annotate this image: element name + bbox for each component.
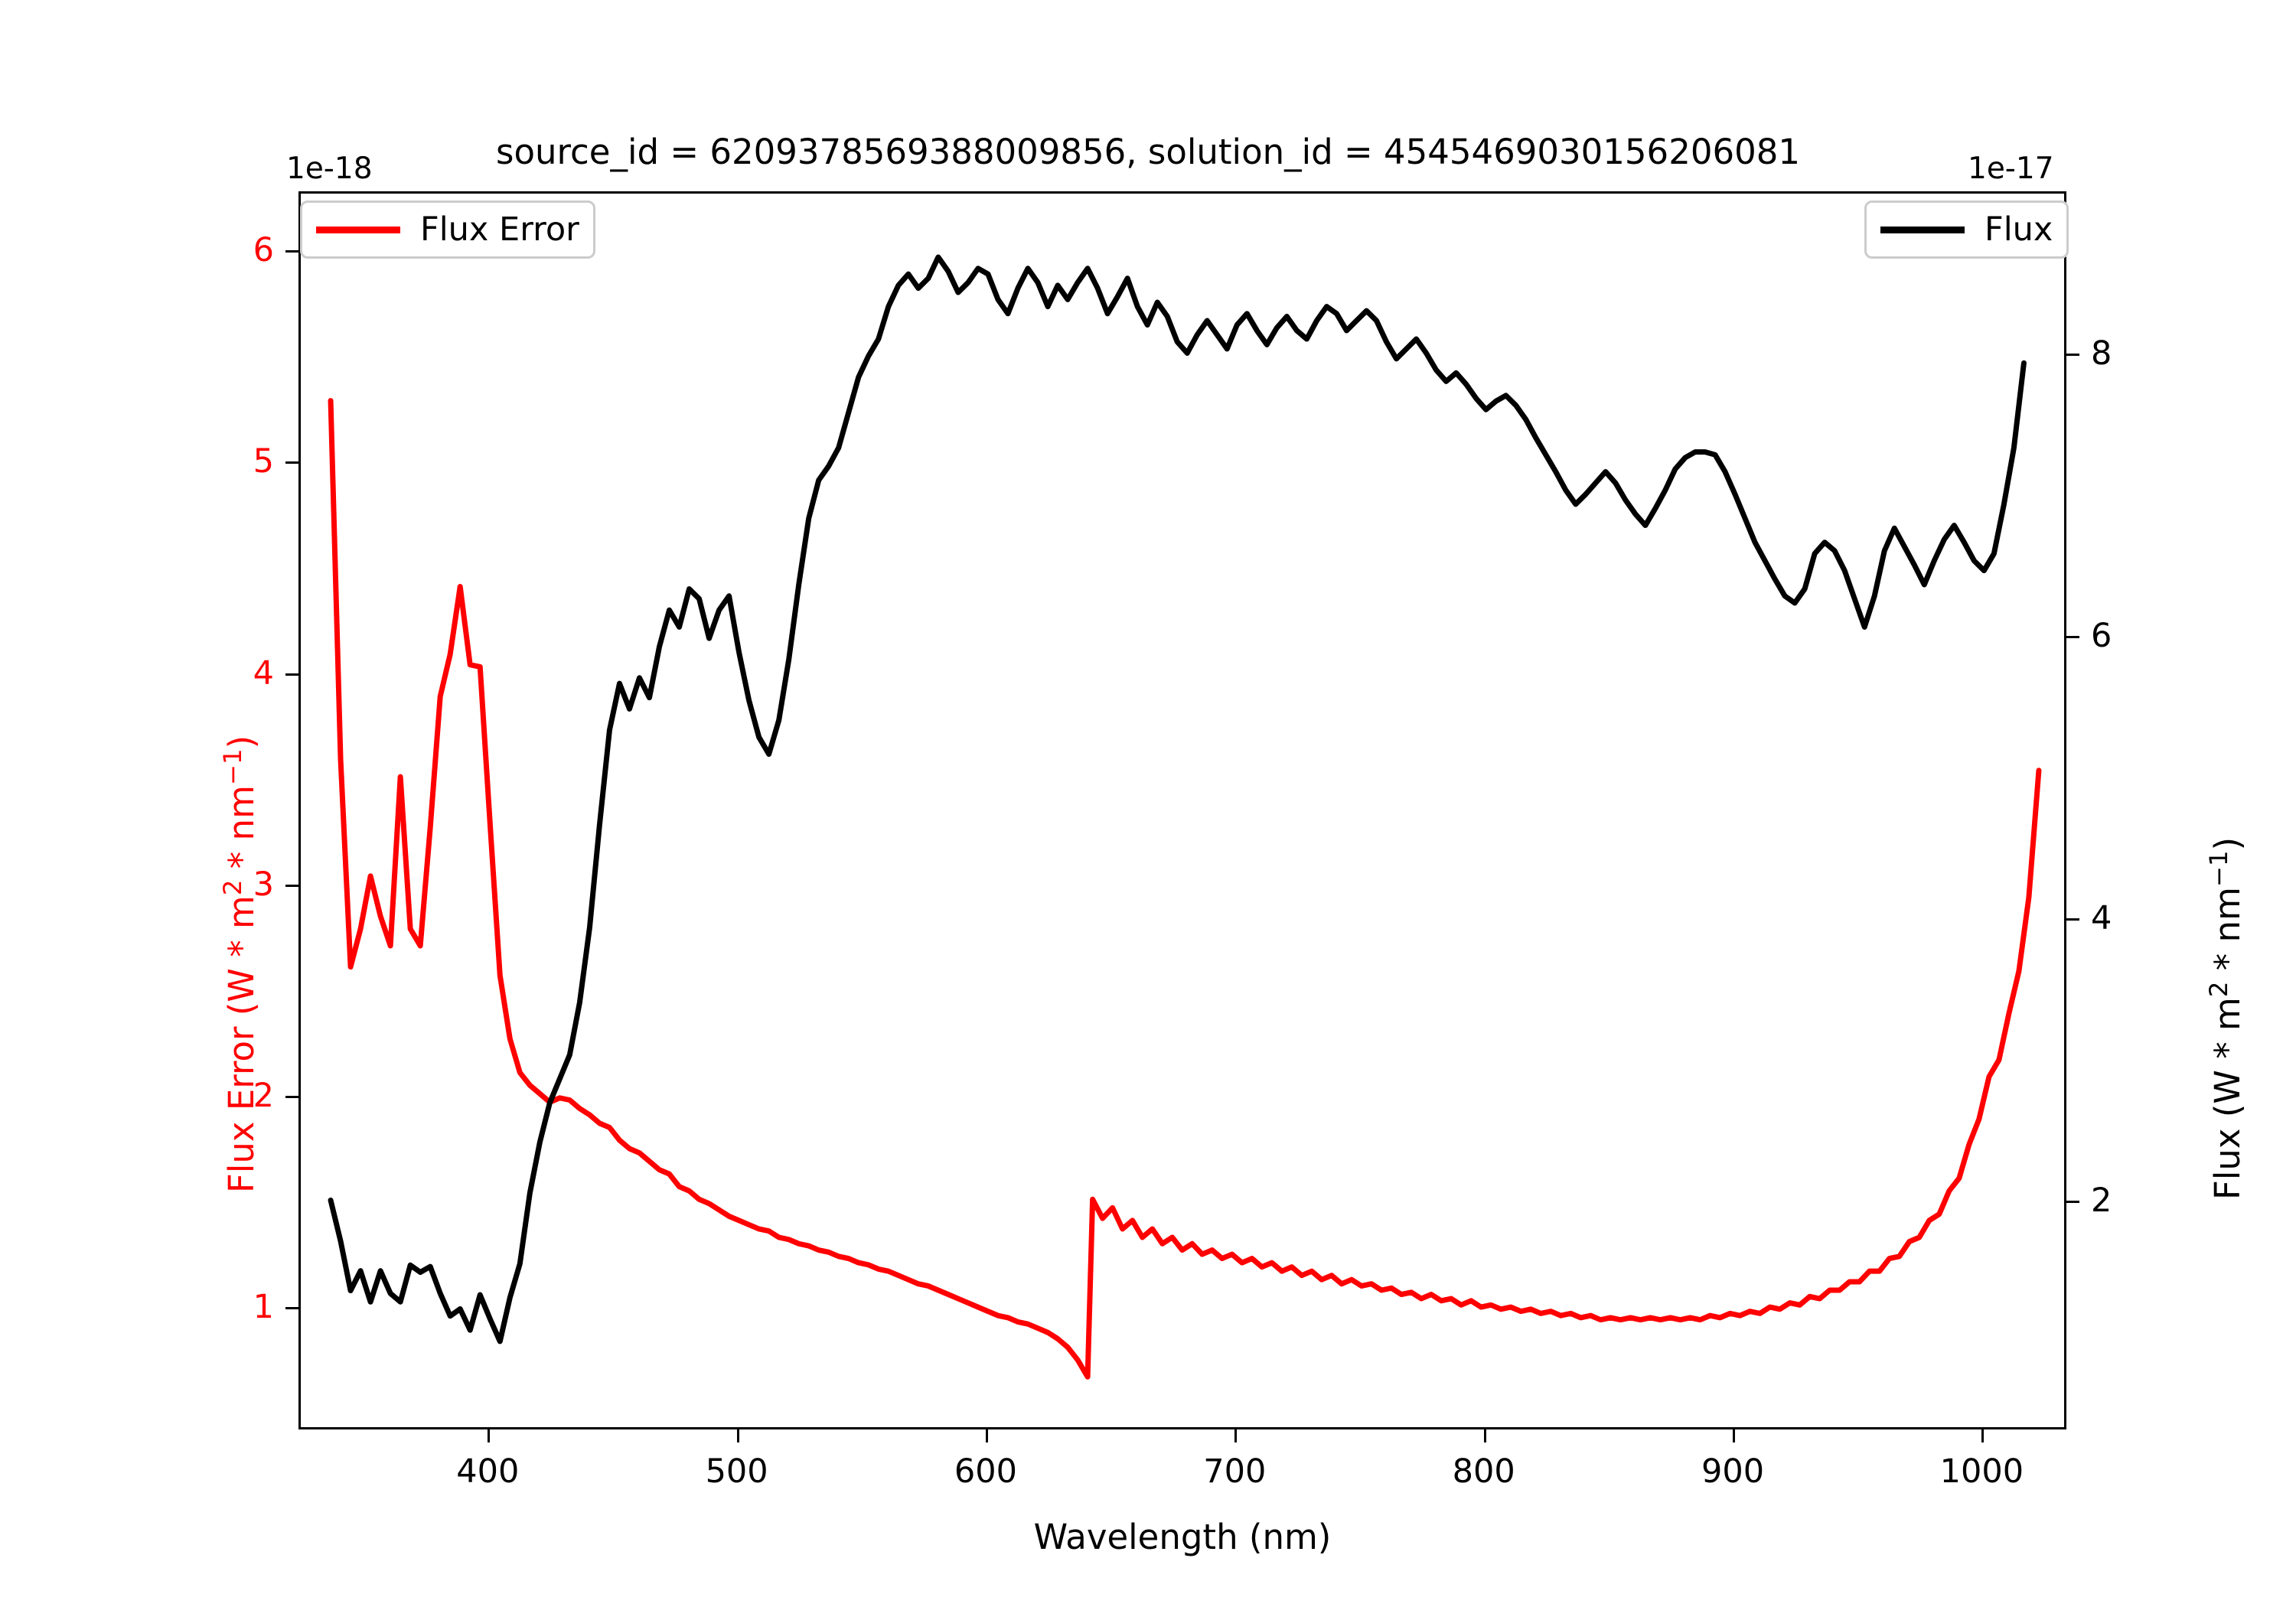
y-left-tick-label-3: 3 [253,865,274,904]
x-tick-label-800: 800 [1452,1452,1515,1491]
page-title: source_id = 6209378569388009856, solutio… [496,132,1800,172]
legend-label-flux-error: Flux Error [420,210,579,249]
left-y-axis-label-sup-1: 2 [218,879,247,896]
right-y-axis-label: Flux (W * m2 * nm−1) [2204,837,2248,1200]
y-right-tick-mark-6 [2066,636,2079,639]
left-y-axis-label-suffix: ) [221,735,262,749]
y-right-tick-mark-2 [2066,1201,2079,1204]
x-tick-label-1000: 1000 [1939,1452,2024,1491]
y-left-tick-label-4: 4 [253,654,274,693]
x-tick-label-500: 500 [705,1452,768,1491]
right-y-axis-label-sup-2: −1 [2204,850,2233,888]
y-right-tick-mark-8 [2066,354,2079,357]
left-y-axis-label-mid: * nm [221,785,262,880]
y-left-tick-label-5: 5 [253,442,274,481]
x-axis-label: Wavelength (nm) [1033,1517,1332,1557]
y-left-tick-mark-1 [285,1306,298,1309]
x-tick-mark-400 [488,1429,491,1442]
legend-flux[interactable]: Flux [1864,200,2069,259]
y-right-tick-label-6: 6 [2091,617,2112,656]
series-line-flux-error [328,398,2042,1380]
y-left-tick-label-1: 1 [253,1287,274,1326]
right-y-axis-label-text: Flux (W * m [2207,997,2248,1200]
x-tick-mark-500 [736,1429,739,1442]
right-y-axis-label-mid: * nm [2207,887,2248,982]
y-left-tick-mark-5 [285,461,298,464]
left-y-axis-label-text: Flux Error (W * m [221,895,262,1193]
y-left-tick-mark-2 [285,1095,298,1098]
x-tick-mark-600 [985,1429,988,1442]
y-right-tick-label-4: 4 [2091,899,2112,938]
y-left-tick-mark-4 [285,673,298,676]
x-tick-mark-700 [1234,1429,1238,1442]
x-tick-label-600: 600 [954,1452,1018,1491]
plot-svg [328,254,2042,1380]
y-left-tick-mark-3 [285,884,298,887]
legend-label-flux: Flux [1985,210,2053,249]
plot-area [298,191,2066,1429]
x-tick-label-900: 900 [1701,1452,1765,1491]
left-axis-offset-text: 1e-18 [286,152,373,186]
x-tick-label-400: 400 [456,1452,520,1491]
legend-line-icon-flux-error [316,226,400,233]
x-tick-label-700: 700 [1203,1452,1267,1491]
left-y-axis-label: Flux Error (W * m2 * nm−1) [218,735,262,1193]
right-y-axis-label-sup-1: 2 [2204,981,2233,998]
y-right-tick-label-2: 2 [2091,1182,2112,1221]
x-tick-mark-800 [1483,1429,1486,1442]
right-axis-offset-text: 1e-17 [1968,152,2054,186]
y-left-tick-label-6: 6 [253,231,274,270]
legend-flux-error[interactable]: Flux Error [300,200,595,259]
left-y-axis-label-sup-2: −1 [218,748,247,786]
y-right-tick-label-8: 8 [2091,334,2112,373]
x-tick-mark-1000 [1981,1429,1985,1442]
x-tick-mark-900 [1733,1429,1736,1442]
legend-line-icon-flux [1880,226,1965,233]
y-left-tick-mark-6 [285,250,298,253]
series-line-flux [328,254,2027,1345]
right-y-axis-label-suffix: ) [2207,836,2248,851]
y-right-tick-mark-4 [2066,918,2079,921]
y-left-tick-label-2: 2 [253,1076,274,1115]
